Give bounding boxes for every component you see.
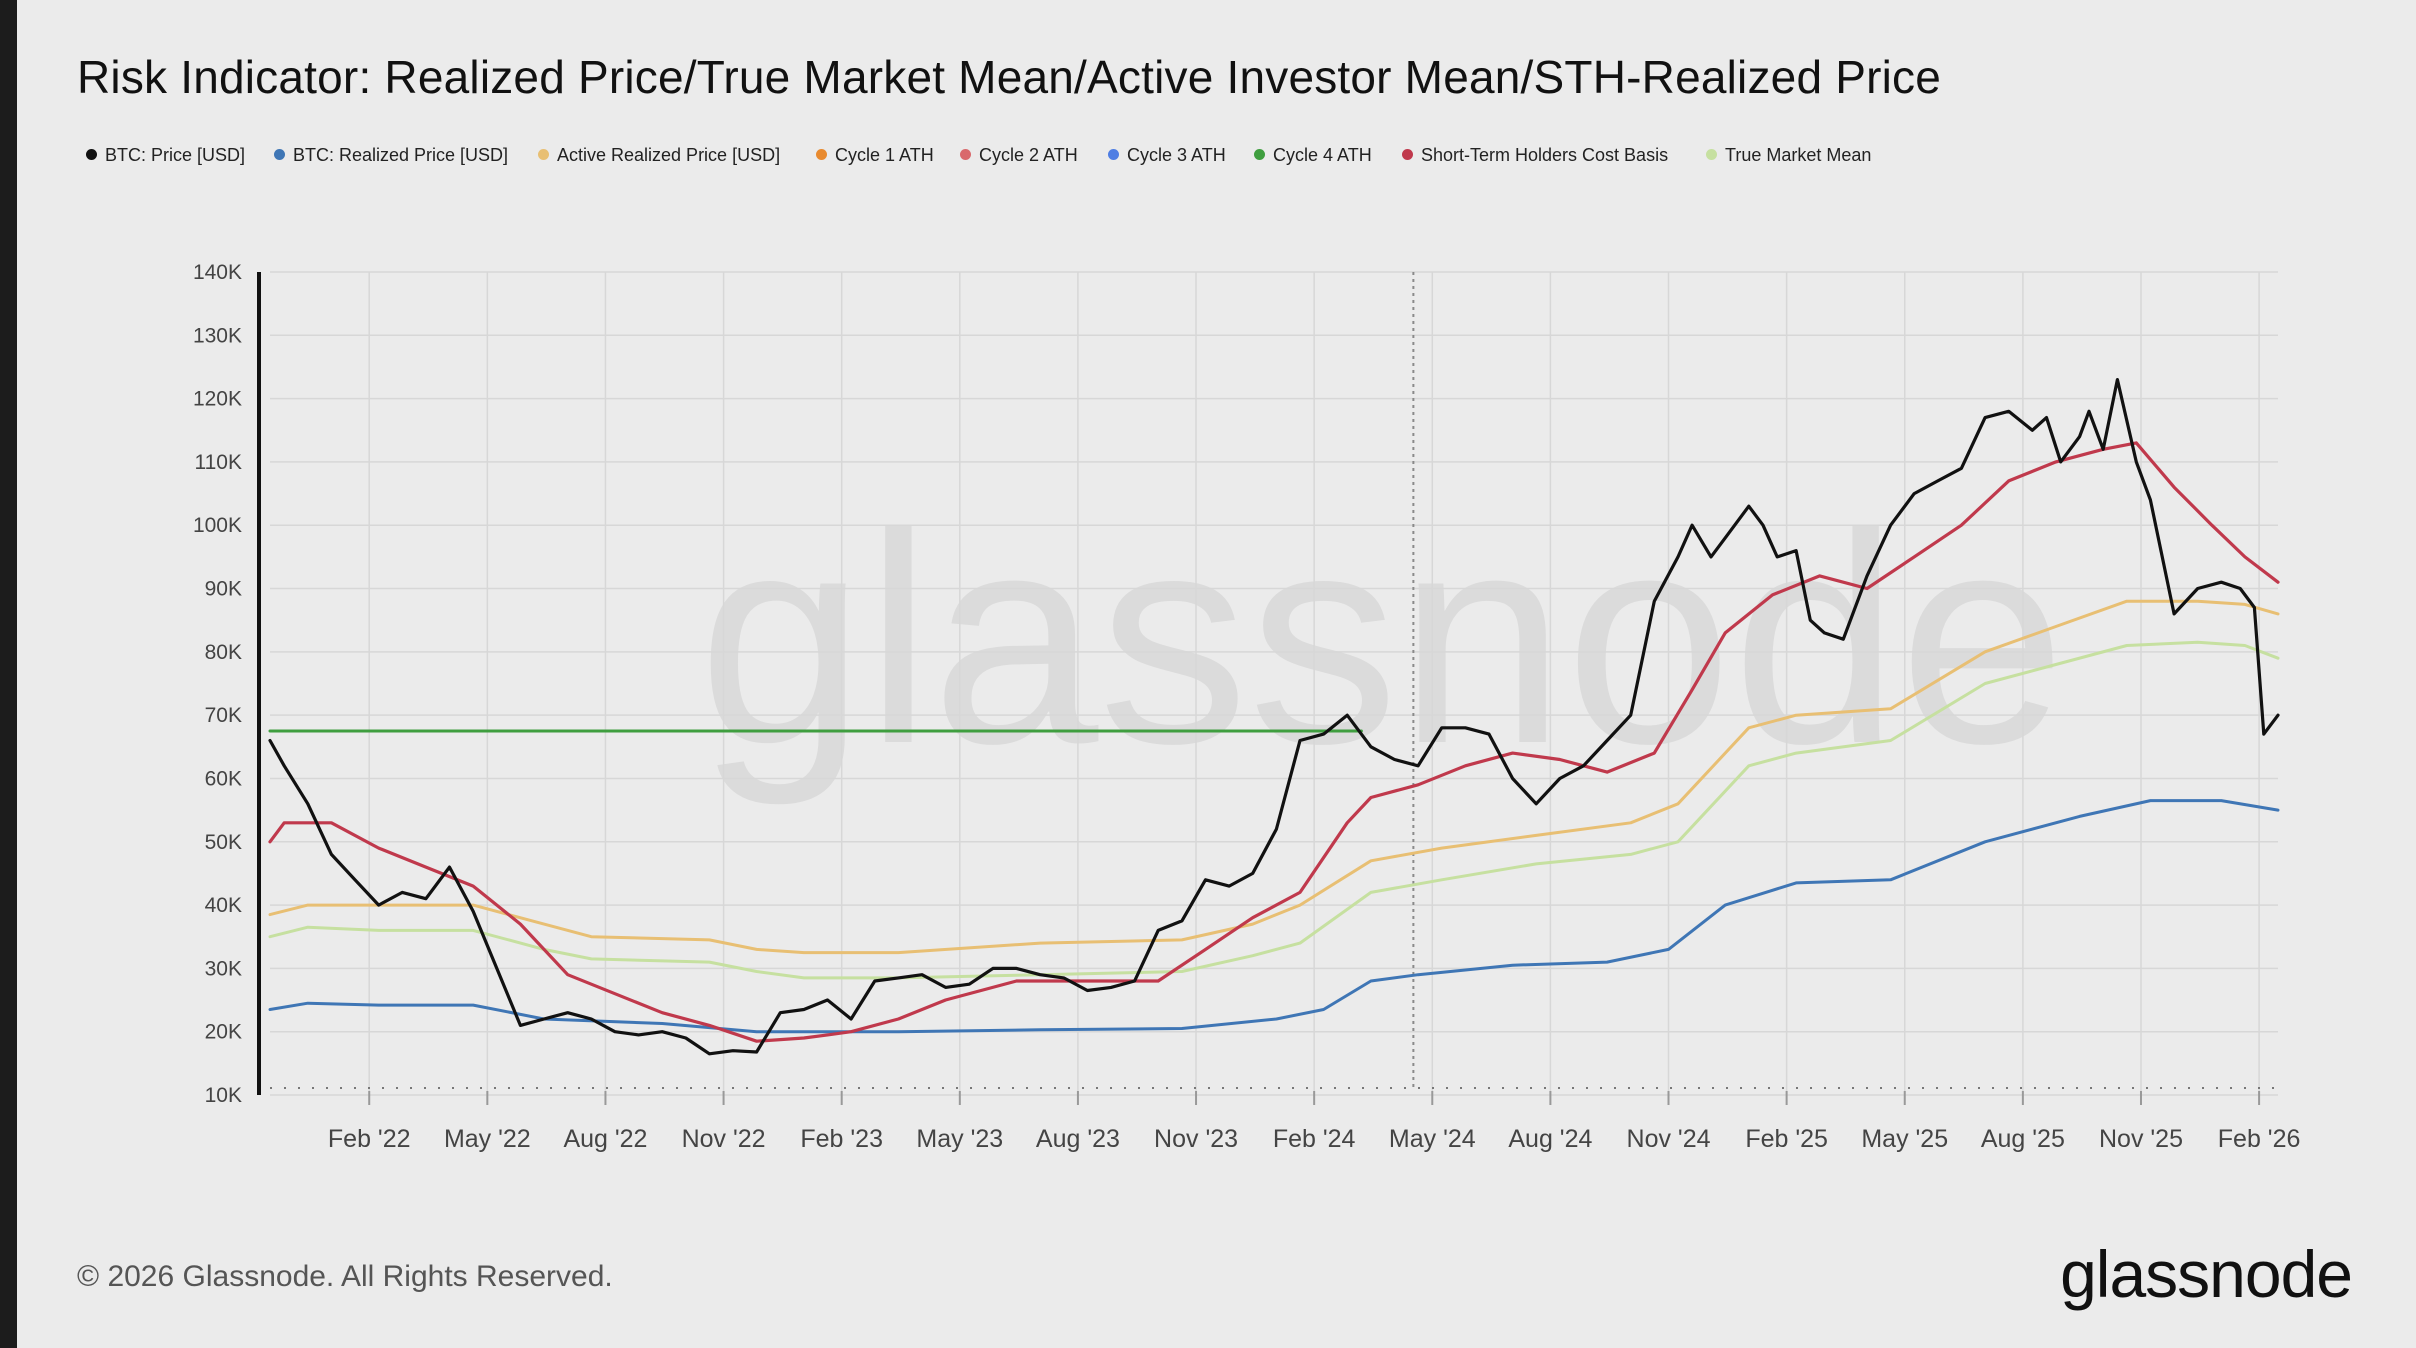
y-tick-label: 40K [205,894,242,917]
legend-dot-icon [1402,149,1413,160]
x-tick-label: May '24 [1389,1125,1476,1153]
y-tick-label: 30K [205,957,242,980]
y-tick-label: 130K [193,324,242,347]
y-axis-ticks: 10K 20K 30K 40K 50K 60K 70K 80K 90K 100K 110K 120K 1… [193,261,242,1107]
x-tick-label: Feb '22 [328,1125,411,1153]
legend-item-cycle-2-ath[interactable]: Cycle 2 ATH [960,145,1078,166]
legend-label: Active Realized Price [USD] [557,145,781,165]
x-tick-label: Nov '24 [1627,1125,1711,1153]
legend-dot-icon [816,149,827,160]
x-tick-label: Feb '25 [1745,1125,1828,1153]
x-tick-label: Nov '25 [2099,1125,2183,1153]
legend-item-btc-price[interactable]: BTC: Price [USD] [86,145,245,166]
legend-item-true-market-mean[interactable]: True Market Mean [1706,145,1871,166]
x-tick-label: May '22 [444,1125,531,1153]
series-line-true-market-mean [268,640,2280,980]
legend-dot-icon [274,149,285,160]
x-tick-label: Nov '22 [682,1125,766,1153]
legend-label: True Market Mean [1725,145,1872,165]
x-tick-label: Nov '23 [1154,1125,1238,1153]
legend-label: Short-Term Holders Cost Basis [1421,145,1669,165]
legend-dot-icon [960,149,971,160]
legend-dot-icon [1706,149,1717,160]
legend-item-cycle-1-ath[interactable]: Cycle 1 ATH [816,145,934,166]
legend-label: Cycle 3 ATH [1127,145,1226,165]
x-axis-ticks: Feb '22 May '22 Aug '22 Nov '22 Feb '23 May '… [328,1091,2300,1153]
y-tick-label: 120K [193,388,242,411]
x-tick-label: May '25 [1861,1125,1948,1153]
x-tick-label: Feb '23 [800,1125,883,1153]
legend-label: Cycle 1 ATH [835,145,934,165]
series-line-active-realized-price-usd [268,599,2280,955]
x-tick-label: Feb '24 [1273,1125,1356,1153]
legend-item-active-realized-price[interactable]: Active Realized Price [USD] [538,145,780,166]
legend-dot-icon [1108,149,1119,160]
x-tick-label: May '23 [916,1125,1003,1153]
x-tick-label: Aug '22 [563,1125,647,1153]
legend-item-cycle-3-ath[interactable]: Cycle 3 ATH [1108,145,1226,166]
y-tick-label: 90K [205,578,242,601]
legend-dot-icon [538,149,549,160]
chart-title: Risk Indicator: Realized Price/True Mark… [77,51,1942,103]
series-line-btc-price-usd [268,378,2280,1056]
x-tick-label: Aug '25 [1981,1125,2065,1153]
y-tick-label: 100K [193,514,242,537]
copyright: © 2026 Glassnode. All Rights Reserved. [77,1260,613,1293]
legend-label: BTC: Price [USD] [105,145,246,165]
watermark: glassnode [698,470,2066,808]
left-edge-bar [0,0,17,1348]
y-tick-label: 140K [193,261,242,284]
y-tick-label: 60K [205,767,242,790]
legend-dot-icon [1254,149,1265,160]
legend-item-realized-price[interactable]: BTC: Realized Price [USD] [274,145,508,166]
legend-label: Cycle 4 ATH [1273,145,1372,165]
legend-dot-icon [86,149,97,160]
y-tick-label: 80K [205,641,242,664]
x-tick-label: Aug '23 [1036,1125,1120,1153]
y-tick-label: 110K [195,451,243,474]
legend-item-sth-cost-basis[interactable]: Short-Term Holders Cost Basis [1402,145,1668,166]
brand-logo: glassnode [2060,1237,2353,1311]
legend-item-cycle-4-ath[interactable]: Cycle 4 ATH [1254,145,1372,166]
legend-label: BTC: Realized Price [USD] [293,145,509,165]
series-group [268,378,2280,1056]
x-tick-label: Aug '24 [1508,1125,1592,1153]
y-tick-label: 10K [205,1084,242,1107]
y-tick-label: 70K [205,704,242,727]
y-tick-label: 20K [205,1021,242,1044]
x-tick-label: Feb '26 [2218,1125,2301,1153]
series-line-short-term-holders-cost-basis [268,441,2280,1043]
legend-label: Cycle 2 ATH [979,145,1078,165]
y-tick-label: 50K [205,831,242,854]
